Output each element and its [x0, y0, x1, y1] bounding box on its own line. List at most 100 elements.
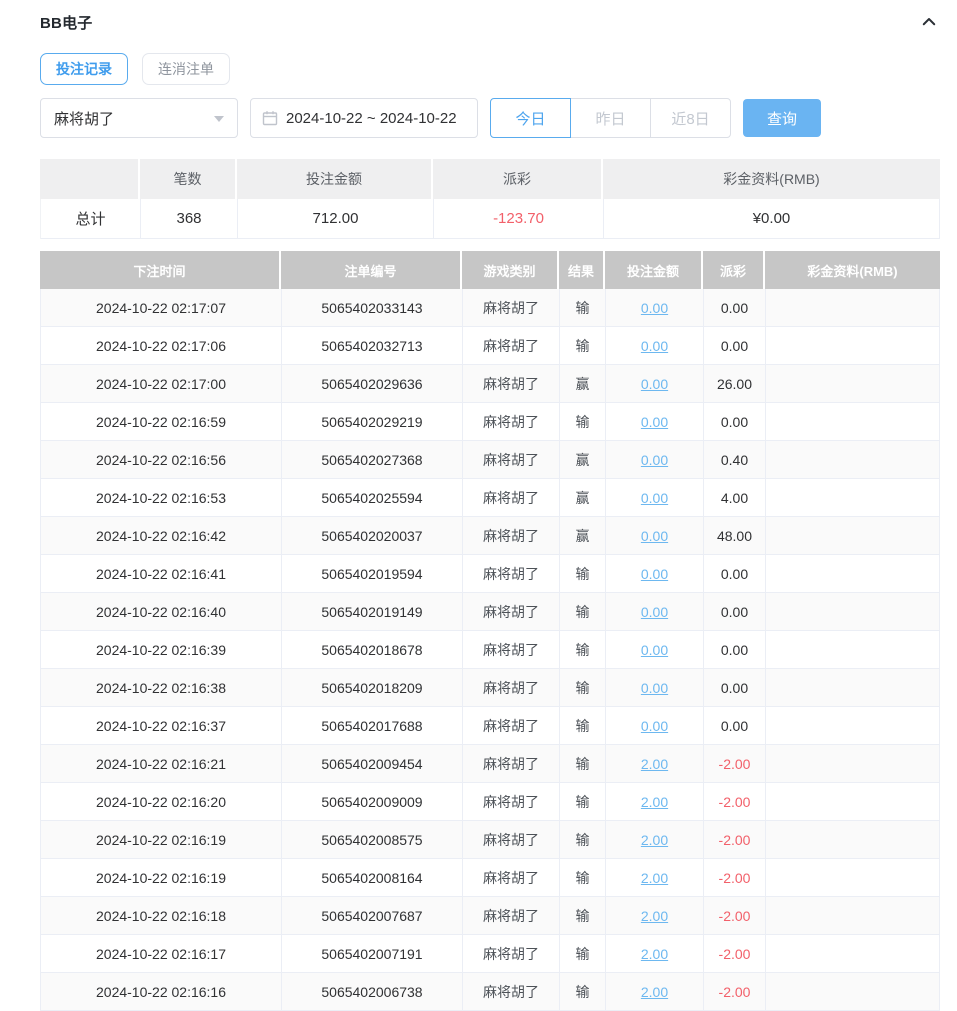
cell-bet-amount-link[interactable]: 0.00 [606, 631, 704, 669]
summary-payout-value: -123.70 [434, 199, 604, 239]
cell-bet-time: 2024-10-22 02:16:16 [41, 973, 282, 1011]
cell-payout: 4.00 [704, 479, 766, 517]
cell-bet-amount-link[interactable]: 0.00 [606, 517, 704, 555]
quick-today-button[interactable]: 今日 [490, 98, 571, 138]
bet-records-table: 下注时间 注单编号 游戏类别 结果 投注金额 派彩 彩金资料(RMB) 2024-10-22… [40, 251, 940, 1011]
cell-payout: 48.00 [704, 517, 766, 555]
cell-bet-time: 2024-10-22 02:16:17 [41, 935, 282, 973]
summary-bonus-value: ¥0.00 [604, 199, 940, 239]
cell-bet-amount-link[interactable]: 0.00 [606, 403, 704, 441]
search-button[interactable]: 查询 [743, 99, 821, 137]
cell-bet-amount-link[interactable]: 2.00 [606, 935, 704, 973]
cell-order-number: 5065402018678 [282, 631, 463, 669]
cell-payout: -2.00 [704, 897, 766, 935]
cell-bet-amount-link[interactable]: 0.00 [606, 707, 704, 745]
cell-bet-amount-link[interactable]: 0.00 [606, 593, 704, 631]
cell-bet-amount-link[interactable]: 0.00 [606, 555, 704, 593]
cell-bonus [766, 821, 940, 859]
tab-bet-records[interactable]: 投注记录 [40, 53, 128, 85]
collapse-panel-button[interactable] [918, 11, 940, 33]
cell-bet-time: 2024-10-22 02:16:41 [41, 555, 282, 593]
cell-bet-amount-link[interactable]: 2.00 [606, 745, 704, 783]
table-row: 2024-10-22 02:17:07 5065402033143 麻将胡了 输… [41, 289, 940, 327]
cell-order-number: 5065402019594 [282, 555, 463, 593]
cell-result: 输 [560, 707, 606, 745]
chevron-up-icon [920, 13, 938, 31]
cell-payout: 0.00 [704, 555, 766, 593]
cell-bet-amount-link[interactable]: 0.00 [606, 441, 704, 479]
cell-game-type: 麻将胡了 [463, 745, 560, 783]
table-row: 2024-10-22 02:17:06 5065402032713 麻将胡了 输… [41, 327, 940, 365]
cell-result: 赢 [560, 517, 606, 555]
cell-payout: 0.00 [704, 289, 766, 327]
cell-bet-amount-link[interactable]: 0.00 [606, 365, 704, 403]
column-header: 下注时间 [40, 251, 281, 289]
cell-game-type: 麻将胡了 [463, 479, 560, 517]
summary-table: 笔数 投注金额 派彩 彩金资料(RMB) 总计 368 712.00 -123.70 … [40, 159, 940, 239]
table-row: 2024-10-22 02:16:53 5065402025594 麻将胡了 赢… [41, 479, 940, 517]
cell-game-type: 麻将胡了 [463, 783, 560, 821]
cell-bet-time: 2024-10-22 02:16:59 [41, 403, 282, 441]
table-row: 2024-10-22 02:16:19 5065402008164 麻将胡了 输… [41, 859, 940, 897]
cell-bet-amount-link[interactable]: 0.00 [606, 479, 704, 517]
cell-bonus [766, 935, 940, 973]
table-row: 2024-10-22 02:16:21 5065402009454 麻将胡了 输… [41, 745, 940, 783]
cell-result: 输 [560, 973, 606, 1011]
cell-bet-time: 2024-10-22 02:16:42 [41, 517, 282, 555]
page-title: BB电子 [40, 14, 93, 32]
cell-payout: -2.00 [704, 783, 766, 821]
cell-bet-time: 2024-10-22 02:16:20 [41, 783, 282, 821]
cell-payout: 0.00 [704, 669, 766, 707]
cell-bet-amount-link[interactable]: 2.00 [606, 783, 704, 821]
cell-order-number: 5065402017688 [282, 707, 463, 745]
cell-bet-time: 2024-10-22 02:16:39 [41, 631, 282, 669]
cell-bonus [766, 897, 940, 935]
cell-bet-time: 2024-10-22 02:17:00 [41, 365, 282, 403]
column-header: 笔数 [140, 159, 237, 199]
table-row: 2024-10-22 02:16:56 5065402027368 麻将胡了 赢… [41, 441, 940, 479]
cell-bet-time: 2024-10-22 02:16:40 [41, 593, 282, 631]
cell-payout: 0.00 [704, 707, 766, 745]
cell-bet-amount-link[interactable]: 0.00 [606, 669, 704, 707]
bet-table-body: 2024-10-22 02:17:07 5065402033143 麻将胡了 输… [40, 289, 940, 1011]
table-row: 2024-10-22 02:16:40 5065402019149 麻将胡了 输… [41, 593, 940, 631]
cell-bonus [766, 327, 940, 365]
table-row: 2024-10-22 02:16:17 5065402007191 麻将胡了 输… [41, 935, 940, 973]
quick-date-group: 今日 昨日 近8日 [490, 98, 731, 138]
cell-result: 输 [560, 555, 606, 593]
cell-payout: -2.00 [704, 745, 766, 783]
column-header: 投注金额 [237, 159, 433, 199]
table-row: 2024-10-22 02:17:00 5065402029636 麻将胡了 赢… [41, 365, 940, 403]
table-row: 2024-10-22 02:16:41 5065402019594 麻将胡了 输… [41, 555, 940, 593]
cell-bet-amount-link[interactable]: 2.00 [606, 897, 704, 935]
cell-result: 赢 [560, 365, 606, 403]
cell-order-number: 5065402007191 [282, 935, 463, 973]
cell-game-type: 麻将胡了 [463, 517, 560, 555]
table-row: 2024-10-22 02:16:18 5065402007687 麻将胡了 输… [41, 897, 940, 935]
cell-result: 赢 [560, 479, 606, 517]
cell-bet-time: 2024-10-22 02:16:21 [41, 745, 282, 783]
bet-table-header-row: 下注时间 注单编号 游戏类别 结果 投注金额 派彩 彩金资料(RMB) [40, 251, 940, 289]
quick-last8days-button[interactable]: 近8日 [650, 98, 731, 138]
cell-order-number: 5065402020037 [282, 517, 463, 555]
cell-bet-amount-link[interactable]: 2.00 [606, 821, 704, 859]
date-range-input[interactable]: 2024-10-22 ~ 2024-10-22 [250, 98, 478, 138]
cell-bet-amount-link[interactable]: 2.00 [606, 859, 704, 897]
cell-result: 输 [560, 935, 606, 973]
cell-payout: -2.00 [704, 859, 766, 897]
cell-bonus [766, 593, 940, 631]
cell-bet-amount-link[interactable]: 0.00 [606, 289, 704, 327]
cell-bet-amount-link[interactable]: 2.00 [606, 973, 704, 1011]
cell-bet-time: 2024-10-22 02:16:37 [41, 707, 282, 745]
cell-bet-time: 2024-10-22 02:16:38 [41, 669, 282, 707]
quick-yesterday-button[interactable]: 昨日 [570, 98, 651, 138]
summary-total-label: 总计 [41, 199, 141, 239]
cell-order-number: 5065402033143 [282, 289, 463, 327]
table-row: 2024-10-22 02:16:39 5065402018678 麻将胡了 输… [41, 631, 940, 669]
tab-cancelled-orders[interactable]: 连消注单 [142, 53, 230, 85]
game-select[interactable]: 麻将胡了 [40, 98, 238, 138]
cell-bet-time: 2024-10-22 02:16:56 [41, 441, 282, 479]
cell-bet-amount-link[interactable]: 0.00 [606, 327, 704, 365]
cell-result: 赢 [560, 441, 606, 479]
cell-order-number: 5065402009454 [282, 745, 463, 783]
